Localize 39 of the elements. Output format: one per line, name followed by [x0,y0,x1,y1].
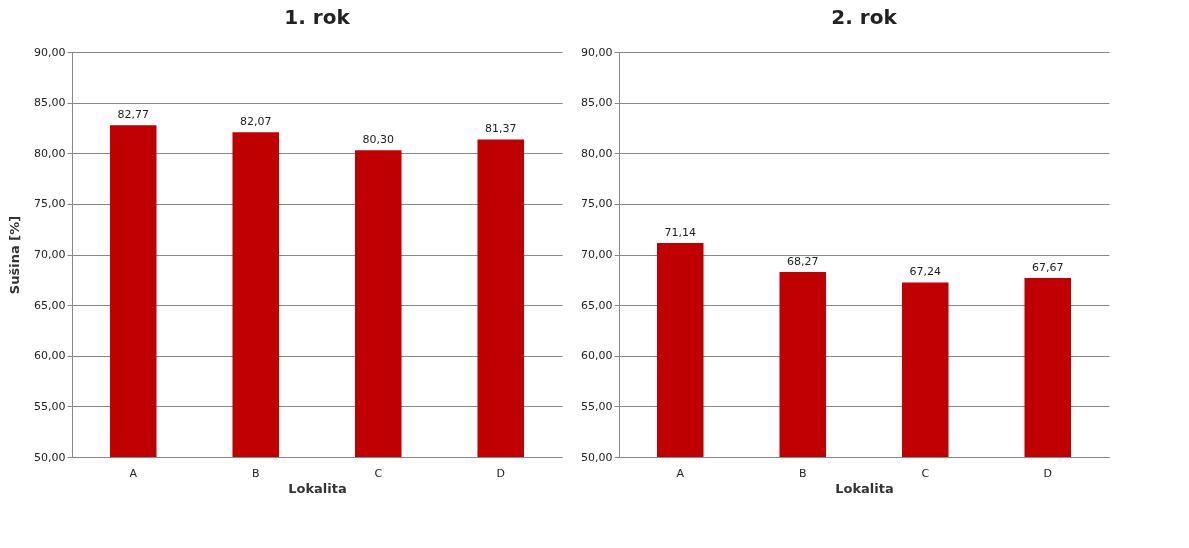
y-tick-label: 50,00 [581,450,613,464]
chart-title: 1. rok [284,5,351,29]
y-tick-label: 60,00 [581,349,613,363]
data-label: 68,27 [787,255,819,269]
y-tick-label: 60,00 [34,349,66,363]
data-label: 82,07 [240,115,272,129]
y-tick-label: 55,00 [581,399,613,413]
x-axis-title: Lokalita [835,480,894,496]
y-tick-label: 50,00 [34,450,66,464]
x-tick-label: B [798,466,807,480]
y-tick-label: 85,00 [34,96,66,110]
y-tick-label: 90,00 [34,45,66,59]
y-tick-label: 90,00 [581,45,613,59]
data-label: 67,24 [909,265,941,279]
y-tick-label: 75,00 [581,197,613,211]
y-tick-label: 85,00 [581,96,613,110]
x-tick-label: C [374,466,383,480]
x-tick-label: D [1043,466,1052,480]
x-tick-label: A [129,466,138,480]
data-label: 80,30 [362,133,394,147]
x-axis-title: Lokalita [288,480,347,496]
y-tick-label: 70,00 [34,248,66,261]
y-tick-label: 55,00 [34,399,66,413]
x-tick-label: D [496,466,505,480]
y-tick-label: 80,00 [34,146,66,160]
y-tick-label: 80,00 [581,146,613,160]
chart-title: 2. rok [831,5,898,29]
y-tick-label: 70,00 [581,248,613,261]
x-tick-label: A [676,466,685,480]
y-tick-label: 65,00 [581,298,613,312]
y-tick-label: 75,00 [34,197,66,211]
y-axis-title: Sušina [%] [7,215,23,295]
x-tick-label: B [251,466,260,480]
data-label: 67,67 [1032,261,1064,275]
data-label: 82,77 [117,108,149,122]
data-label: 81,37 [485,122,517,136]
data-label: 71,14 [664,225,696,239]
y-tick-label: 65,00 [34,298,66,312]
x-tick-label: C [921,466,930,480]
